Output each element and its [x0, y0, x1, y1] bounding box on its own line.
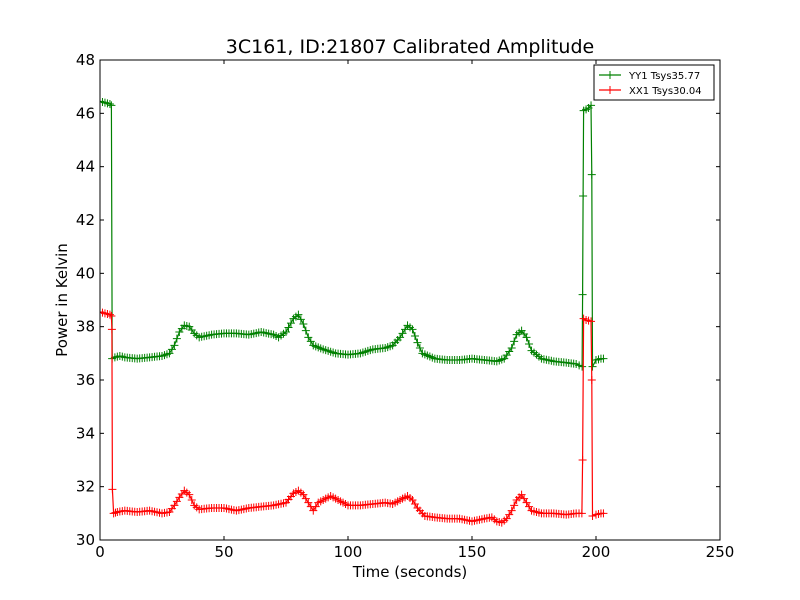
x-tick-label: 200	[582, 543, 611, 561]
data-point	[413, 338, 422, 347]
data-point	[294, 310, 303, 319]
data-point	[599, 509, 608, 518]
x-axis-label: Time (seconds)	[352, 563, 468, 581]
x-tick-label: 0	[95, 543, 105, 561]
axis-layer: 0 50 100 150 200 250 30 32 34 36 38 40 42 44 46 48	[76, 51, 734, 561]
series-2	[100, 308, 608, 527]
data-point	[587, 376, 596, 384]
data-point	[107, 101, 116, 110]
data-point	[187, 496, 196, 504]
y-tick-label: 38	[76, 318, 95, 336]
legend-marker	[606, 86, 614, 94]
data-point	[578, 290, 587, 299]
y-tick-label: 44	[76, 158, 95, 176]
y-tick-label: 36	[76, 371, 95, 389]
data-point	[579, 192, 588, 200]
data-point	[301, 326, 310, 335]
data-point	[299, 320, 308, 328]
data-point	[587, 101, 596, 110]
data-point	[408, 325, 417, 334]
legend-label: YY1 Tsys35.77	[628, 71, 700, 82]
data-point	[587, 170, 596, 179]
data-point	[108, 485, 117, 494]
data-point	[109, 509, 118, 518]
y-tick-label: 46	[76, 104, 95, 122]
x-tick-label: 250	[706, 543, 735, 561]
data-point	[577, 509, 586, 518]
y-tick-label: 34	[76, 424, 95, 442]
data-point	[107, 312, 116, 320]
data-point	[502, 514, 511, 523]
data-point	[588, 362, 597, 371]
data-point	[507, 506, 516, 515]
data-point	[410, 332, 419, 340]
data-point	[587, 317, 596, 326]
y-tick-label: 42	[76, 211, 95, 229]
data-point	[284, 323, 293, 332]
legend-label: XX1 Tsys30.04	[629, 86, 702, 97]
data-point	[185, 490, 194, 499]
legend: YY1 Tsys35.77 XX1 Tsys30.04	[593, 64, 715, 101]
data-point	[510, 501, 519, 510]
data-point	[415, 344, 424, 352]
x-tick-label: 100	[334, 543, 363, 561]
legend-marker	[606, 71, 614, 79]
series-1	[100, 97, 608, 371]
y-tick-label: 30	[76, 531, 95, 549]
data-point	[105, 100, 114, 108]
data-point	[578, 456, 587, 464]
data-point	[282, 328, 290, 336]
data-point	[286, 319, 295, 328]
y-axis-label: Power in Kelvin	[53, 243, 71, 357]
data-point	[507, 344, 516, 352]
data-point	[578, 362, 587, 371]
data-point	[296, 315, 305, 324]
data-point	[522, 333, 531, 342]
data-point	[107, 325, 116, 334]
data-point	[170, 341, 179, 350]
y-tick-label: 40	[76, 264, 95, 282]
legend-box	[593, 64, 715, 101]
x-tick-label: 50	[214, 543, 233, 561]
data-point	[111, 508, 120, 517]
data-point	[525, 340, 534, 348]
series-layer	[100, 97, 608, 527]
chart-title: 3C161, ID:21807 Calibrated Amplitude	[226, 36, 594, 58]
data-point	[505, 510, 514, 519]
y-tick-label: 32	[76, 478, 95, 496]
x-tick-label: 150	[458, 543, 487, 561]
data-point	[105, 310, 114, 319]
data-point	[306, 337, 315, 346]
data-point	[309, 506, 318, 515]
y-tick-label: 48	[76, 51, 95, 69]
data-point	[311, 502, 320, 511]
data-point	[588, 512, 597, 520]
data-point	[304, 333, 313, 342]
data-point	[599, 354, 608, 363]
data-point	[510, 337, 519, 346]
plot-frame	[99, 59, 721, 541]
data-point	[172, 334, 181, 343]
